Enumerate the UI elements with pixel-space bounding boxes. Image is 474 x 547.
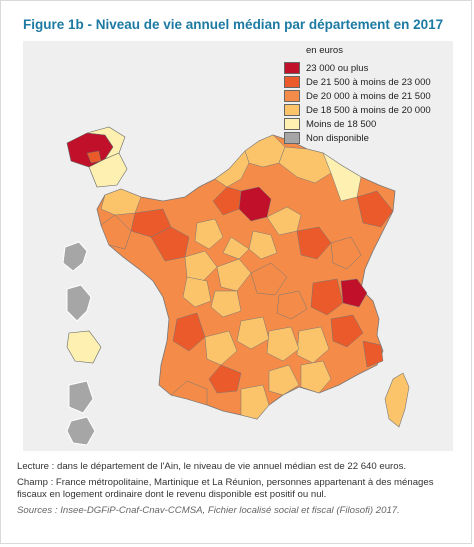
legend-swatch <box>284 62 300 74</box>
note-champ: Champ : France métropolitaine, Martiniqu… <box>17 476 434 501</box>
legend-swatch <box>284 104 300 116</box>
map-legend: en euros 23 000 ou plus De 21 500 à moin… <box>284 45 431 145</box>
legend-label: De 18 500 à moins de 20 000 <box>306 104 431 116</box>
legend-swatch <box>284 118 300 130</box>
legend-item: De 18 500 à moins de 20 000 <box>284 103 431 117</box>
legend-item: Non disponible <box>284 131 431 145</box>
legend-item: De 21 500 à moins de 23 000 <box>284 75 431 89</box>
legend-label: 23 000 ou plus <box>306 62 369 74</box>
figure-notes: Lecture : dans le département de l'Ain, … <box>17 461 463 520</box>
legend-unit: en euros <box>306 45 343 56</box>
note-sources: Sources : Insee-DGFiP-Cnaf-Cnav-CCMSA, F… <box>17 504 400 516</box>
figure-title: Figure 1b - Niveau de vie annuel médian … <box>23 17 444 32</box>
legend-item: 23 000 ou plus <box>284 61 431 75</box>
legend-swatch <box>284 132 300 144</box>
legend-swatch <box>284 90 300 102</box>
overseas-guyane <box>68 380 94 414</box>
departments <box>100 134 394 420</box>
legend-label: Non disponible <box>306 132 369 144</box>
overseas-martinique <box>66 330 102 364</box>
overseas-guadeloupe <box>62 241 88 272</box>
overseas-reunion <box>66 416 96 446</box>
idf-inset <box>66 126 128 188</box>
legend-label: Moins de 18 500 <box>306 118 377 130</box>
legend-item: Moins de 18 500 <box>284 117 431 131</box>
legend-swatch <box>284 76 300 88</box>
legend-label: De 21 500 à moins de 23 000 <box>306 76 431 88</box>
legend-item: De 20 000 à moins de 21 500 <box>284 89 431 103</box>
corse <box>384 372 410 428</box>
legend-label: De 20 000 à moins de 21 500 <box>306 90 431 102</box>
note-lecture: Lecture : dans le département de l'Ain, … <box>17 461 407 472</box>
overseas-martinique-grey <box>66 284 92 322</box>
